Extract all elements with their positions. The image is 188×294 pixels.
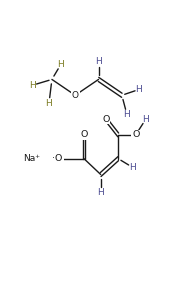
Text: H: H	[124, 110, 130, 119]
Text: H: H	[95, 57, 102, 66]
Text: H: H	[129, 163, 135, 171]
Text: O: O	[72, 91, 79, 100]
Text: H: H	[97, 188, 104, 197]
Text: O: O	[102, 115, 109, 123]
Text: Na⁺: Na⁺	[23, 154, 40, 163]
Text: H: H	[30, 81, 36, 90]
Text: ·O: ·O	[52, 154, 63, 163]
Text: O: O	[80, 130, 88, 139]
Text: H: H	[135, 85, 142, 94]
Text: H: H	[46, 99, 52, 108]
Text: H: H	[142, 115, 149, 124]
Text: H: H	[57, 60, 64, 69]
Text: O: O	[132, 130, 139, 139]
